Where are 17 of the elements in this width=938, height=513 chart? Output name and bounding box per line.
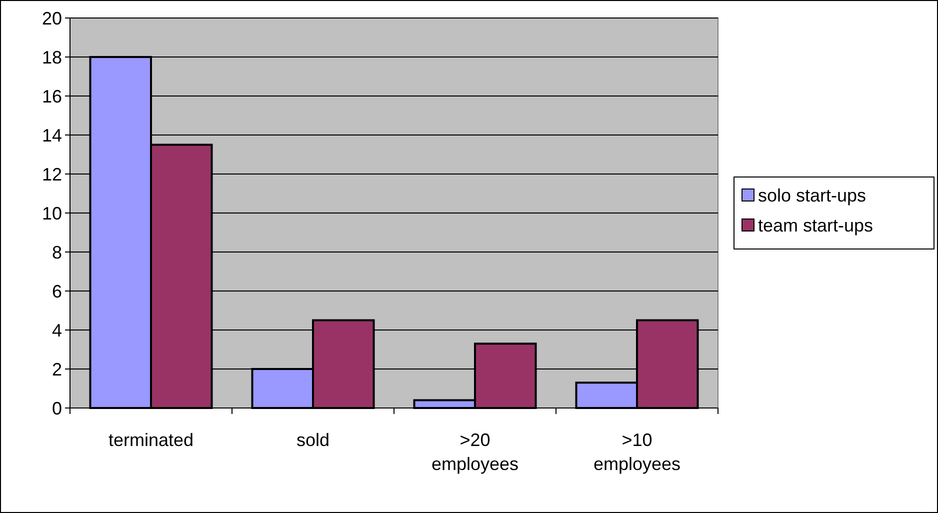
y-tick-label: 12 (42, 164, 62, 184)
y-tick-label: 0 (52, 398, 62, 418)
y-tick-label: 20 (42, 8, 62, 28)
legend-label: team start-ups (758, 215, 874, 236)
y-tick-label: 18 (42, 47, 62, 68)
y-tick-label: 8 (52, 242, 62, 262)
y-tick-label: 4 (52, 320, 62, 340)
x-tick-label: >20 employees (431, 430, 519, 474)
x-tick-label: sold (296, 430, 330, 450)
y-tick-label: 10 (42, 203, 62, 224)
y-tick-label: 2 (52, 359, 62, 380)
legend-label: solo start-ups (758, 185, 866, 206)
x-tick-label: >10 employees (593, 430, 681, 474)
x-tick-label: terminated (108, 430, 194, 450)
y-tick-label: 16 (42, 86, 62, 106)
y-tick-label: 14 (42, 125, 62, 146)
y-tick-label: 6 (52, 281, 62, 302)
